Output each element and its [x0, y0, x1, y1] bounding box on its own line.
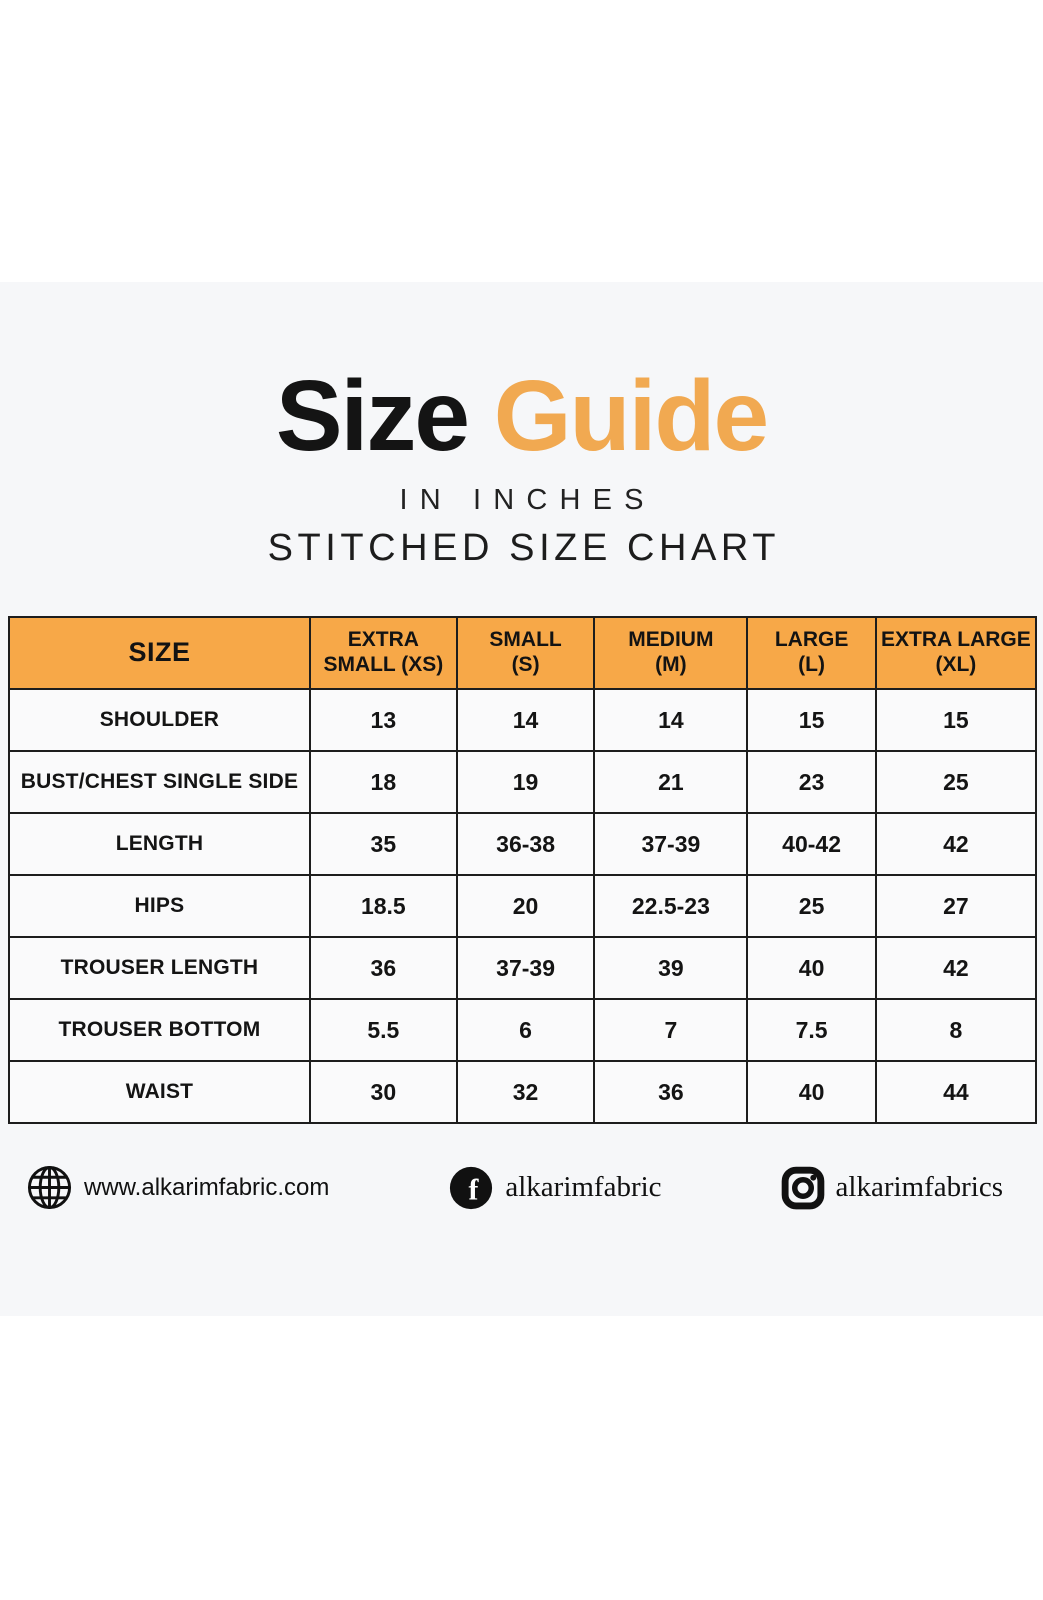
title-word-guide: Guide — [493, 360, 769, 472]
facebook-handle: alkarimfabric — [505, 1171, 662, 1203]
size-chart-table: SIZE EXTRA SMALL (XS) SMALL (S) MEDIUM (M) LARG… — [8, 616, 1038, 1124]
cell-value: 40 — [746, 936, 877, 1000]
column-header-size: SIZE — [8, 616, 311, 690]
cell-value: 40 — [746, 1060, 877, 1124]
cell-value: 8 — [874, 998, 1038, 1062]
header: Size Guide IN INCHES STITCHED SIZE CHART — [0, 282, 1043, 570]
cell-value: 15 — [874, 688, 1038, 752]
table-row: LENGTH 35 36-38 37-39 40-42 42 — [8, 812, 1038, 876]
cell-value: 27 — [874, 874, 1038, 938]
cell-value: 25 — [874, 750, 1038, 814]
cell-value: 36 — [593, 1060, 749, 1124]
cell-value: 6 — [455, 998, 596, 1062]
cell-value: 30 — [308, 1060, 458, 1124]
row-label: TROUSER BOTTOM — [8, 998, 311, 1062]
cell-value: 19 — [455, 750, 596, 814]
size-table-body: SHOULDER 13 14 14 15 15 BUST/CHEST SINGLE SIDE… — [8, 688, 1038, 1124]
column-header-medium-m: MEDIUM (M) — [593, 616, 749, 690]
title-word-size: Size — [275, 360, 470, 472]
cell-value: 32 — [455, 1060, 596, 1124]
instagram-handle: alkarimfabrics — [835, 1171, 1003, 1203]
column-header-extra-small-xs: EXTRA SMALL (XS) — [308, 616, 458, 690]
facebook-icon: f — [450, 1166, 493, 1209]
cell-value: 7.5 — [746, 998, 877, 1062]
column-header-small-s: SMALL (S) — [455, 616, 596, 690]
cell-value: 14 — [455, 688, 596, 752]
table-row: HIPS 18.5 20 22.5-23 25 27 — [8, 874, 1038, 938]
cell-value: 37-39 — [455, 936, 596, 1000]
subtitle-stitched-size-chart: STITCHED SIZE CHART — [267, 527, 780, 569]
cell-value: 5.5 — [308, 998, 458, 1062]
subtitle-in-inches: IN INCHES — [399, 484, 656, 516]
cell-value: 25 — [746, 874, 877, 938]
cell-value: 37-39 — [593, 812, 749, 876]
column-header-extra-large-xl: EXTRA LARGE (XL) — [874, 616, 1038, 690]
cell-value: 42 — [874, 936, 1038, 1000]
page-title: Size Guide — [0, 366, 1043, 466]
cell-value: 36 — [308, 936, 458, 1000]
row-label: LENGTH — [8, 812, 311, 876]
header-row: SIZE EXTRA SMALL (XS) SMALL (S) MEDIUM (M) LARG… — [8, 616, 1038, 690]
cell-value: 35 — [308, 812, 458, 876]
row-label: TROUSER LENGTH — [8, 936, 311, 1000]
cell-value: 22.5-23 — [593, 874, 749, 938]
row-label: BUST/CHEST SINGLE SIDE — [8, 750, 311, 814]
row-label: SHOULDER — [8, 688, 311, 752]
cell-value: 23 — [746, 750, 877, 814]
cell-value: 44 — [874, 1060, 1038, 1124]
facebook-link[interactable]: f alkarimfabric — [448, 1165, 662, 1211]
cell-value: 39 — [593, 936, 749, 1000]
cell-value: 18.5 — [308, 874, 458, 938]
instagram-link[interactable]: alkarimfabrics — [781, 1166, 1003, 1210]
website-url: www.alkarimfabric.com — [84, 1173, 330, 1201]
table-row: WAIST 30 32 36 40 44 — [8, 1060, 1038, 1124]
cell-value: 21 — [593, 750, 749, 814]
size-table-head: SIZE EXTRA SMALL (XS) SMALL (S) MEDIUM (M) LARG… — [8, 616, 1038, 690]
cell-value: 36-38 — [455, 812, 596, 876]
cell-value: 13 — [308, 688, 458, 752]
column-header-large-l: LARGE (L) — [746, 616, 877, 690]
cell-value: 20 — [455, 874, 596, 938]
svg-text:f: f — [469, 1174, 480, 1206]
table-row: TROUSER LENGTH 36 37-39 39 40 42 — [8, 936, 1038, 1000]
cell-value: 7 — [593, 998, 749, 1062]
table-row: TROUSER BOTTOM 5.5 6 7 7.5 8 — [8, 998, 1038, 1062]
table-row: BUST/CHEST SINGLE SIDE 18 19 21 23 25 — [8, 750, 1038, 814]
globe-icon — [27, 1165, 72, 1210]
footer: www.alkarimfabric.com f alkarimfabric al… — [0, 1164, 1043, 1211]
instagram-icon — [781, 1166, 824, 1209]
row-label: HIPS — [8, 874, 311, 938]
table-row: SHOULDER 13 14 14 15 15 — [8, 688, 1038, 752]
cell-value: 18 — [308, 750, 458, 814]
website-link[interactable]: www.alkarimfabric.com — [26, 1164, 329, 1211]
row-label: WAIST — [8, 1060, 311, 1124]
cell-value: 15 — [746, 688, 877, 752]
cell-value: 42 — [874, 812, 1038, 876]
cell-value: 40-42 — [746, 812, 877, 876]
cell-value: 14 — [593, 688, 749, 752]
content-band: Size Guide IN INCHES STITCHED SIZE CHART… — [0, 282, 1043, 1316]
